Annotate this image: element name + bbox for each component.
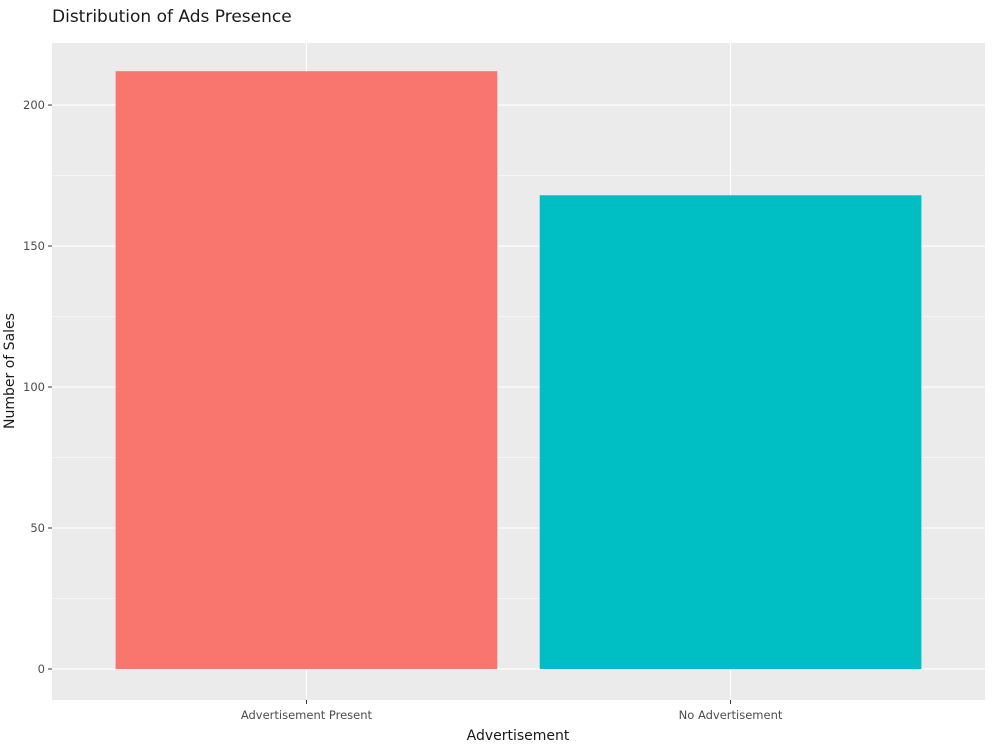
y-tick-label: 150: [23, 239, 45, 253]
x-axis: Advertisement Present No Advertisement: [241, 700, 783, 722]
y-tick-label: 50: [30, 521, 45, 535]
y-tick-label: 200: [23, 98, 45, 112]
bar: [115, 71, 498, 669]
y-axis-title: Number of Sales: [2, 313, 18, 429]
x-axis-title: Advertisement: [467, 728, 570, 744]
y-axis: 0 50 100 150 200: [23, 98, 52, 676]
y-tick-label: 100: [23, 380, 45, 394]
bars: [115, 71, 922, 669]
y-tick-label: 0: [38, 662, 45, 676]
x-tick-label: No Advertisement: [679, 708, 783, 722]
chart-title: Distribution of Ads Presence: [52, 7, 292, 27]
bar: [539, 195, 922, 669]
x-tick-label: Advertisement Present: [241, 708, 373, 722]
